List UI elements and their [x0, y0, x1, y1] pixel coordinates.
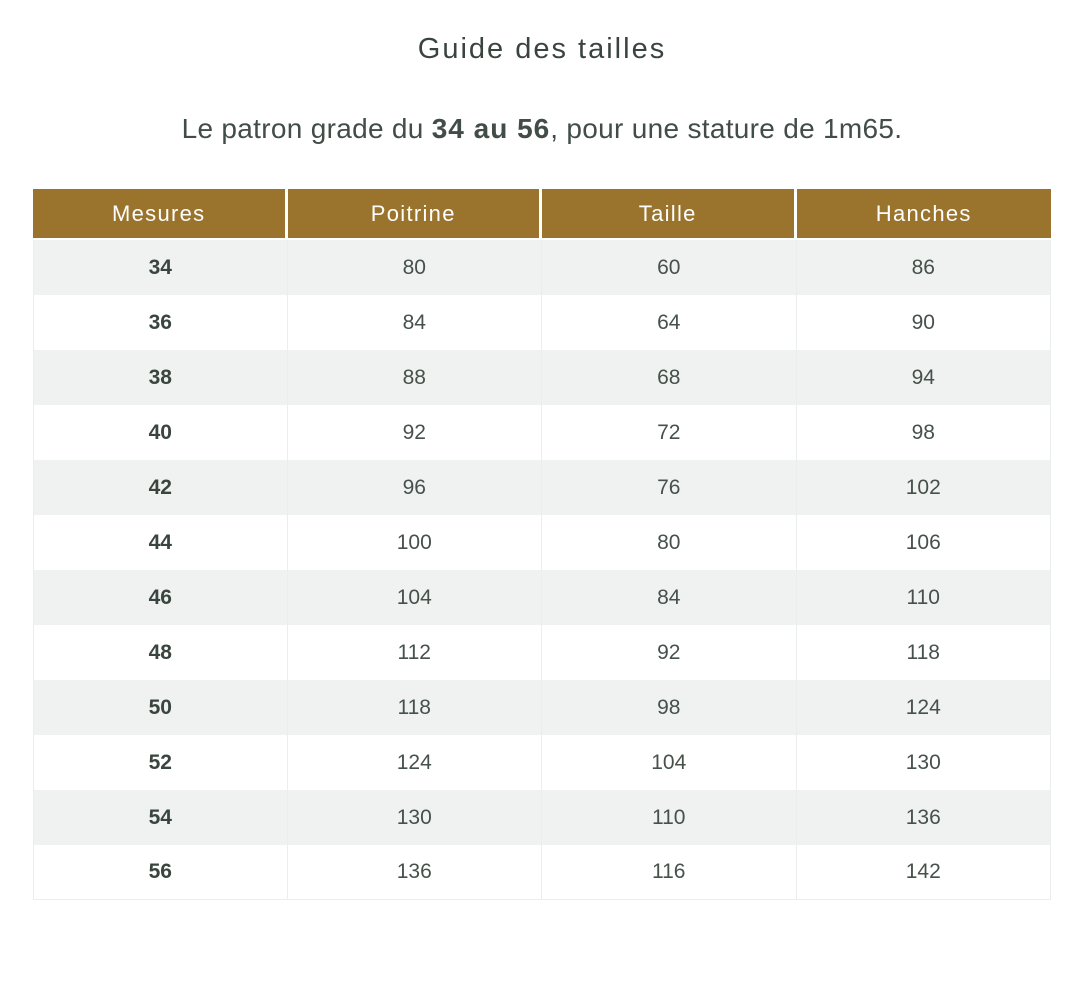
measure-cell: 80 [287, 240, 542, 295]
size-cell: 48 [33, 625, 288, 680]
size-cell: 42 [33, 460, 288, 515]
table-row: 54 130 110 136 [33, 790, 1051, 845]
measure-cell: 130 [287, 790, 542, 845]
measure-cell: 76 [542, 460, 797, 515]
table-row: 42 96 76 102 [33, 460, 1051, 515]
size-table: Mesures Poitrine Taille Hanches 34 80 60 86… [33, 189, 1051, 900]
table-row: 40 92 72 98 [33, 405, 1051, 460]
size-guide-page: Guide des tailles Le patron grade du 34 … [0, 33, 1084, 997]
size-table-body: 34 80 60 86 36 84 64 90 38 88 68 94 40 92 72 98 42 96 76 10… [33, 240, 1051, 900]
measure-cell: 68 [542, 350, 797, 405]
measure-cell: 102 [796, 460, 1051, 515]
measure-cell: 64 [542, 295, 797, 350]
table-row: 52 124 104 130 [33, 735, 1051, 790]
measure-cell: 98 [796, 405, 1051, 460]
size-cell: 40 [33, 405, 288, 460]
measure-cell: 130 [796, 735, 1051, 790]
measure-cell: 92 [287, 405, 542, 460]
measure-cell: 104 [287, 570, 542, 625]
measure-cell: 88 [287, 350, 542, 405]
size-cell: 36 [33, 295, 288, 350]
size-guide-subtitle: Le patron grade du 34 au 56, pour une st… [0, 113, 1084, 145]
table-row: 34 80 60 86 [33, 240, 1051, 295]
size-cell: 44 [33, 515, 288, 570]
subtitle-size-range: 34 au 56 [431, 113, 551, 144]
measure-cell: 104 [542, 735, 797, 790]
measure-cell: 98 [542, 680, 797, 735]
size-cell: 50 [33, 680, 288, 735]
measure-cell: 100 [287, 515, 542, 570]
measure-cell: 110 [542, 790, 797, 845]
measure-cell: 60 [542, 240, 797, 295]
measure-cell: 86 [796, 240, 1051, 295]
size-cell: 38 [33, 350, 288, 405]
measure-cell: 96 [287, 460, 542, 515]
size-cell: 34 [33, 240, 288, 295]
measure-cell: 142 [796, 845, 1051, 900]
column-header-mesures: Mesures [33, 189, 288, 240]
page-title: Guide des tailles [417, 33, 667, 65]
measure-cell: 94 [796, 350, 1051, 405]
size-cell: 56 [33, 845, 288, 900]
size-cell: 46 [33, 570, 288, 625]
measure-cell: 80 [542, 515, 797, 570]
column-header-taille: Taille [542, 189, 797, 240]
size-cell: 52 [33, 735, 288, 790]
table-row: 44 100 80 106 [33, 515, 1051, 570]
measure-cell: 118 [287, 680, 542, 735]
column-header-poitrine: Poitrine [287, 189, 542, 240]
measure-cell: 72 [542, 405, 797, 460]
table-row: 46 104 84 110 [33, 570, 1051, 625]
measure-cell: 84 [542, 570, 797, 625]
measure-cell: 92 [542, 625, 797, 680]
measure-cell: 112 [287, 625, 542, 680]
table-row: 56 136 116 142 [33, 845, 1051, 900]
measure-cell: 110 [796, 570, 1051, 625]
table-row: 38 88 68 94 [33, 350, 1051, 405]
table-row: 50 118 98 124 [33, 680, 1051, 735]
measure-cell: 84 [287, 295, 542, 350]
size-table-header: Mesures Poitrine Taille Hanches [33, 189, 1051, 240]
measure-cell: 124 [287, 735, 542, 790]
size-cell: 54 [33, 790, 288, 845]
subtitle-suffix: , pour une stature de 1m65. [550, 113, 903, 144]
measure-cell: 118 [796, 625, 1051, 680]
header-row: Mesures Poitrine Taille Hanches [33, 189, 1051, 240]
table-row: 48 112 92 118 [33, 625, 1051, 680]
measure-cell: 136 [796, 790, 1051, 845]
subtitle-prefix: Le patron grade du [181, 113, 432, 144]
measure-cell: 124 [796, 680, 1051, 735]
table-row: 36 84 64 90 [33, 295, 1051, 350]
measure-cell: 90 [796, 295, 1051, 350]
column-header-hanches: Hanches [796, 189, 1051, 240]
measure-cell: 106 [796, 515, 1051, 570]
measure-cell: 116 [542, 845, 797, 900]
measure-cell: 136 [287, 845, 542, 900]
